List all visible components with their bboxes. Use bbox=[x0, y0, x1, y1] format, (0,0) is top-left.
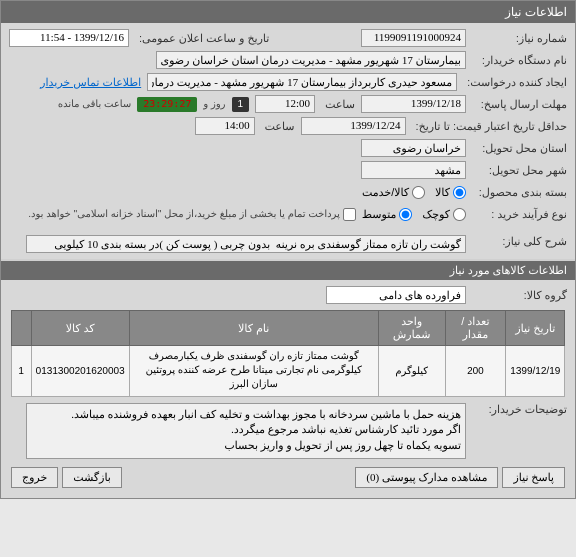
row-validity: حداقل تاریخ اعتبار قیمت: تا تاریخ: ساعت bbox=[5, 115, 571, 137]
main-container: اطلاعات نیاز شماره نیاز: تاریخ و ساعت اع… bbox=[0, 0, 576, 499]
buyer-notes-text: هزینه حمل با ماشین سردخانه با مجوز بهداش… bbox=[26, 403, 466, 459]
header-title: اطلاعات نیاز bbox=[505, 5, 567, 19]
contact-link[interactable]: اطلاعات تماس خریدار bbox=[40, 76, 141, 89]
cell-name: گوشت ممتاز تازه ران گوسفندی ظرف یکبارمصر… bbox=[129, 346, 378, 397]
province-label: استان محل تحویل: bbox=[472, 142, 567, 155]
day-badge: 1 bbox=[232, 97, 250, 112]
city-label: شهر محل تحویل: bbox=[472, 164, 567, 177]
items-section: گروه کالا: تاریخ نیاز تعداد / مقدار واحد… bbox=[1, 280, 575, 498]
row-need-number: شماره نیاز: تاریخ و ساعت اعلان عمومی: bbox=[5, 27, 571, 49]
reply-button[interactable]: پاسخ نیاز bbox=[502, 467, 565, 488]
cell-unit: کیلوگرم bbox=[378, 346, 445, 397]
process-mid-radio[interactable] bbox=[399, 208, 412, 221]
buyer-label: نام دستگاه خریدار: bbox=[472, 54, 567, 67]
row-buyer: نام دستگاه خریدار: bbox=[5, 49, 571, 71]
partial-pay-checkbox[interactable] bbox=[343, 208, 356, 221]
cell-qty: 200 bbox=[445, 346, 506, 397]
need-number-input bbox=[361, 29, 466, 47]
cell-idx: 1 bbox=[11, 346, 31, 397]
partial-pay-text: پرداخت تمام یا بخشی از مبلغ خرید،از محل … bbox=[28, 209, 340, 220]
need-number-label: شماره نیاز: bbox=[472, 32, 567, 45]
cell-date: 1399/12/19 bbox=[506, 346, 565, 397]
general-input bbox=[26, 235, 466, 253]
city-input bbox=[361, 161, 466, 179]
panel-header: اطلاعات نیاز bbox=[1, 1, 575, 23]
time-label-1: ساعت bbox=[321, 98, 355, 111]
th-idx bbox=[11, 311, 31, 346]
province-input bbox=[361, 139, 466, 157]
row-group: گروه کالا: bbox=[5, 284, 571, 306]
validity-time-input bbox=[195, 117, 255, 135]
back-button[interactable]: بازگشت bbox=[62, 467, 122, 488]
validity-date-input bbox=[301, 117, 406, 135]
row-buyer-notes: توضیحات خریدار: هزینه حمل با ماشین سردخا… bbox=[5, 401, 571, 461]
package-khadamat[interactable]: کالا/خدمت bbox=[362, 186, 425, 199]
row-city: شهر محل تحویل: bbox=[5, 159, 571, 181]
validity-label: حداقل تاریخ اعتبار قیمت: تا تاریخ: bbox=[412, 120, 567, 133]
buyer-notes-label: توضیحات خریدار: bbox=[472, 403, 567, 416]
process-label: نوع فرآیند خرید : bbox=[472, 208, 567, 221]
buyer-input bbox=[156, 51, 466, 69]
group-input bbox=[326, 286, 466, 304]
th-name: نام کالا bbox=[129, 311, 378, 346]
remain-label: ساعت باقی مانده bbox=[58, 99, 131, 110]
th-qty: تعداد / مقدار bbox=[445, 311, 506, 346]
attachments-count: (0) bbox=[366, 472, 379, 484]
row-process: نوع فرآیند خرید : کوچک متوسط پرداخت تمام… bbox=[5, 203, 571, 225]
countdown-timer: 23:29:27 bbox=[137, 97, 197, 112]
time-label-2: ساعت bbox=[261, 120, 295, 133]
announce-input bbox=[9, 29, 129, 47]
table-header-row: تاریخ نیاز تعداد / مقدار واحد شمارش نام … bbox=[11, 311, 565, 346]
creator-label: ایجاد کننده درخواست: bbox=[463, 76, 567, 89]
row-province: استان محل تحویل: bbox=[5, 137, 571, 159]
package-kala[interactable]: کالا bbox=[435, 186, 466, 199]
button-row: پاسخ نیاز مشاهده مدارک پیوستی (0) بازگشت… bbox=[5, 461, 571, 494]
row-package: بسته بندی محصول: کالا کالا/خدمت bbox=[5, 181, 571, 203]
process-small[interactable]: کوچک bbox=[422, 208, 466, 221]
deadline-label: مهلت ارسال پاسخ: bbox=[472, 98, 567, 111]
package-kala-radio[interactable] bbox=[453, 186, 466, 199]
row-deadline: مهلت ارسال پاسخ: ساعت 1 روز و 23:29:27 س… bbox=[5, 93, 571, 115]
row-general: شرح کلی نیاز: bbox=[5, 233, 571, 255]
process-small-radio[interactable] bbox=[453, 208, 466, 221]
attachments-button[interactable]: مشاهده مدارک پیوستی (0) bbox=[355, 467, 498, 488]
items-section-title: اطلاعات کالاهای مورد نیاز bbox=[1, 261, 575, 280]
partial-pay-check[interactable]: پرداخت تمام یا بخشی از مبلغ خرید،از محل … bbox=[28, 208, 356, 221]
package-radio-group: کالا کالا/خدمت bbox=[362, 186, 466, 199]
cell-code: 0131300201620003 bbox=[31, 346, 129, 397]
announce-label: تاریخ و ساعت اعلان عمومی: bbox=[135, 32, 269, 45]
info-section: شماره نیاز: تاریخ و ساعت اعلان عمومی: نا… bbox=[1, 23, 575, 259]
th-code: کد کالا bbox=[31, 311, 129, 346]
package-khadamat-radio[interactable] bbox=[412, 186, 425, 199]
exit-button[interactable]: خروج bbox=[11, 467, 58, 488]
row-creator: ایجاد کننده درخواست: اطلاعات تماس خریدار bbox=[5, 71, 571, 93]
process-radio-group: کوچک متوسط bbox=[362, 208, 466, 221]
th-date: تاریخ نیاز bbox=[506, 311, 565, 346]
creator-input bbox=[147, 73, 457, 91]
process-mid[interactable]: متوسط bbox=[362, 208, 413, 221]
attachments-label: مشاهده مدارک پیوستی bbox=[382, 472, 488, 484]
day-label: روز و bbox=[203, 99, 225, 110]
table-row[interactable]: 1399/12/19 200 کیلوگرم گوشت ممتاز تازه ر… bbox=[11, 346, 565, 397]
deadline-date-input bbox=[361, 95, 466, 113]
items-table: تاریخ نیاز تعداد / مقدار واحد شمارش نام … bbox=[11, 310, 566, 397]
general-label: شرح کلی نیاز: bbox=[472, 235, 567, 248]
group-label: گروه کالا: bbox=[472, 289, 567, 302]
package-label: بسته بندی محصول: bbox=[472, 186, 567, 199]
deadline-time-input bbox=[255, 95, 315, 113]
th-unit: واحد شمارش bbox=[378, 311, 445, 346]
